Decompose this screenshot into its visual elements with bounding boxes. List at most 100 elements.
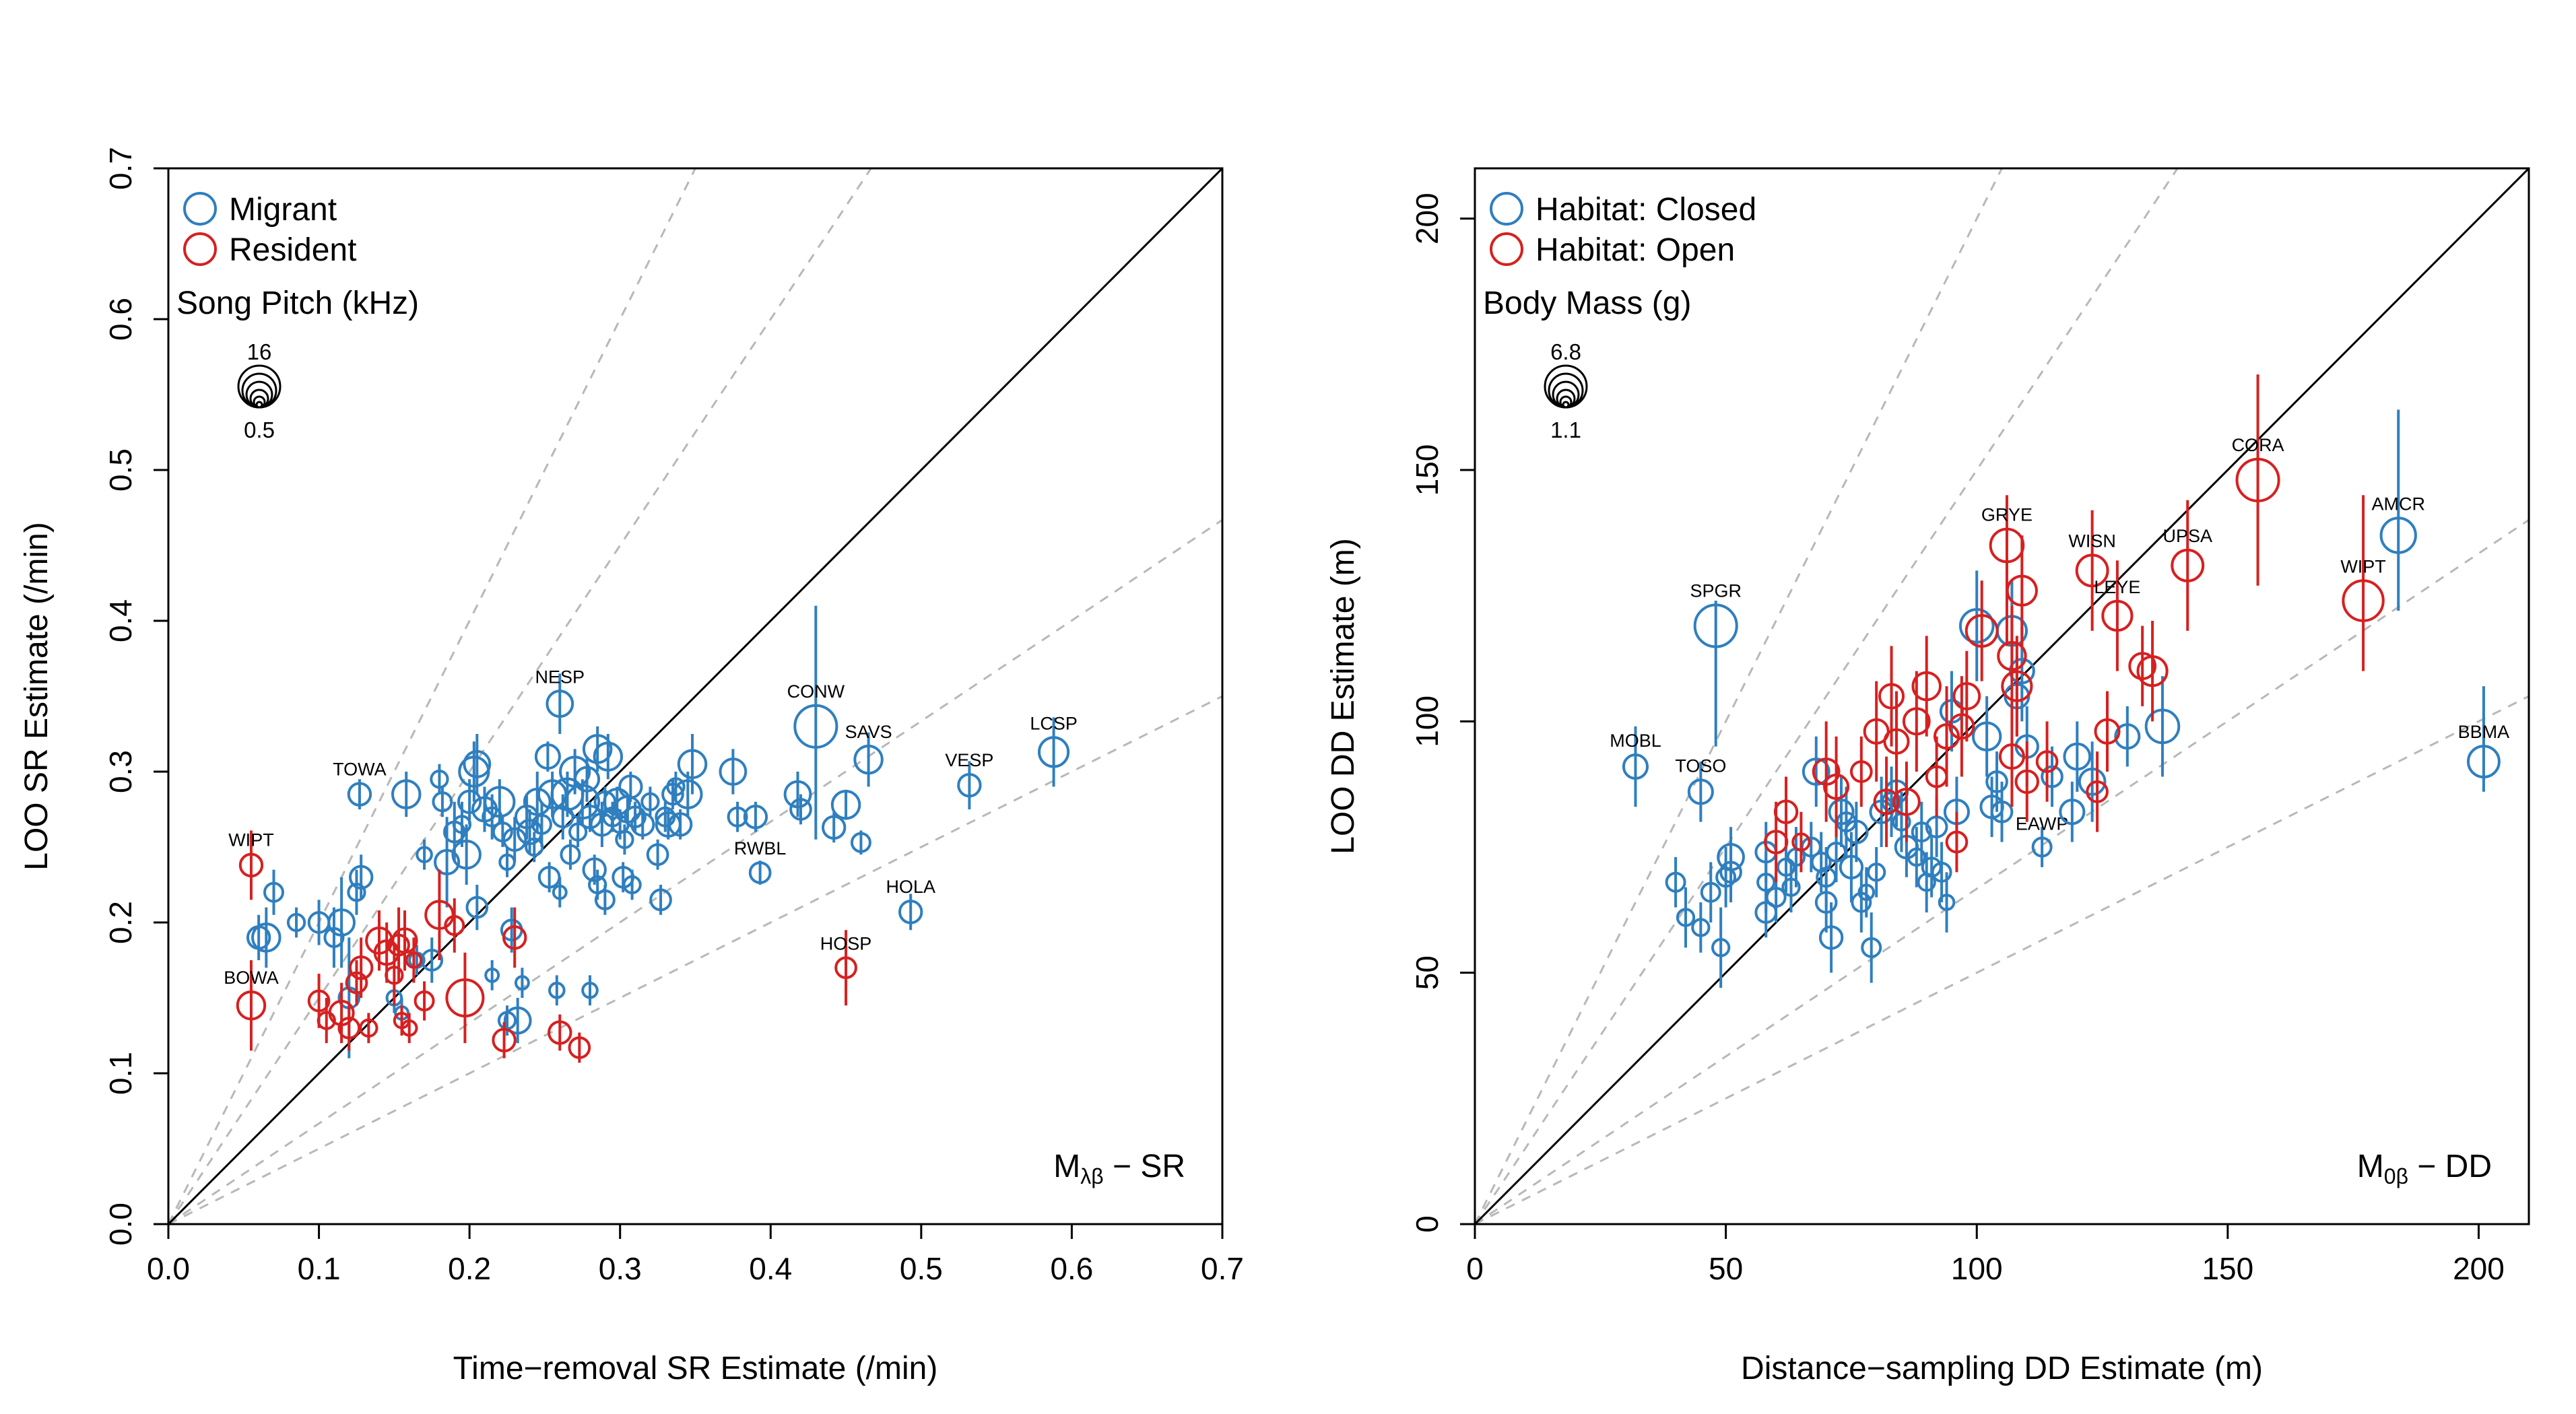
sr-point-migrant xyxy=(503,1006,532,1035)
dd-point-resident xyxy=(2006,574,2038,607)
dd-point-resident xyxy=(2001,670,2033,702)
dd-point-migrant xyxy=(2144,708,2181,745)
dd-legend-closed-label: Habitat: Closed xyxy=(1535,192,1756,228)
dd-point-migrant xyxy=(1622,753,1649,780)
sr-point-resident xyxy=(385,966,404,985)
dd-point-migrant xyxy=(1700,881,1721,903)
dd-point-migrant xyxy=(2063,742,2092,771)
sr-point-migrant xyxy=(432,791,453,813)
dd-plot-frame xyxy=(1474,167,2530,1225)
dd-point-migrant xyxy=(1844,819,1869,844)
sr-point-migrant xyxy=(416,846,433,863)
dd-point-migrant xyxy=(1931,861,1952,883)
dd-point-migrant xyxy=(1990,800,2014,823)
sr-point-migrant xyxy=(537,779,568,809)
dd-point-resident xyxy=(1952,682,1981,710)
dd-point-migrant xyxy=(1693,603,1738,648)
dd-point-migrant xyxy=(1851,891,1872,913)
sr-point-resident xyxy=(359,1018,378,1038)
sr-guide-line-0 xyxy=(168,695,1222,1224)
sr-point-migrant xyxy=(534,743,561,770)
dd-x-axis: 0 50 100 150 200 xyxy=(1466,1224,2505,1286)
dd-point-migrant xyxy=(1802,758,1830,786)
sr-point-migrant xyxy=(957,772,982,798)
sr-guide-line-1 xyxy=(168,518,1222,1224)
sr-y-tick-label: 0.4 xyxy=(103,599,138,642)
dd-x-tick-label: 200 xyxy=(2453,1251,2505,1286)
dd-point-migrant xyxy=(1687,778,1714,805)
dd-point-label: UPSA xyxy=(2162,526,2212,546)
dd-point-migrant xyxy=(1719,861,1742,884)
sr-point-migrant xyxy=(853,744,884,775)
dd-point-migrant xyxy=(1861,937,1882,958)
sr-plot-frame xyxy=(167,167,1224,1225)
dd-point-label: TOSO xyxy=(1675,755,1726,776)
sr-point-resident xyxy=(238,852,264,878)
sr-size-legend-circle-2 xyxy=(245,380,273,409)
dd-point-label: GRYE xyxy=(1981,505,2033,525)
sr-point-migrant xyxy=(594,889,616,910)
sr-point-resident xyxy=(317,1011,336,1030)
sr-point-migrant xyxy=(552,884,568,900)
dd-point-label: WIPT xyxy=(2340,556,2386,576)
dd-point-migrant xyxy=(1691,918,1711,937)
dd-x-tick-label: 150 xyxy=(2202,1251,2253,1286)
sr-point-migrant xyxy=(898,900,923,924)
sr-point-resident xyxy=(445,978,485,1017)
dd-point-resident xyxy=(1883,728,1910,755)
sr-guide-line-3 xyxy=(168,168,697,1224)
sr-point-resident xyxy=(414,990,435,1011)
dd-point-migrant xyxy=(1839,854,1864,880)
sr-legend-migrant-label: Migrant xyxy=(229,192,337,228)
sr-point-migrant xyxy=(793,704,838,749)
sr-point-label: NESP xyxy=(535,667,585,687)
sr-x-tick-label: 0.6 xyxy=(1050,1251,1093,1286)
sr-point-migrant xyxy=(622,875,642,895)
sr-point-migrant xyxy=(347,782,372,807)
sr-point-migrant xyxy=(618,774,643,799)
dd-size-legend-circle-3 xyxy=(1556,389,1576,409)
sr-size-legend-circles xyxy=(237,364,282,409)
dd-point-resident xyxy=(1892,787,1921,816)
sr-point-migrant xyxy=(624,805,647,829)
dd-point-migrant xyxy=(1676,908,1696,927)
dd-point-migrant xyxy=(2114,723,2141,750)
dd-point-resident xyxy=(1902,707,1931,736)
sr-point-migrant xyxy=(263,881,284,903)
dd-point-label: CORA xyxy=(2232,435,2284,455)
sr-x-tick-label: 0.1 xyxy=(298,1251,341,1286)
sr-point-migrant xyxy=(673,779,703,809)
sr-point-migrant xyxy=(789,798,812,821)
sr-point-migrant xyxy=(719,758,748,786)
sr-model-suffix: − SR xyxy=(1104,1149,1185,1184)
sr-point-resident xyxy=(391,927,418,954)
dd-point-label: EAWP xyxy=(2016,814,2069,834)
sr-point-migrant xyxy=(582,857,607,882)
dd-point-resident xyxy=(1997,641,2027,671)
sr-point-migrant xyxy=(821,815,847,840)
dd-model-suffix: − DD xyxy=(2408,1149,2492,1184)
sr-point-resident xyxy=(502,925,527,950)
sr-x-tick-label: 0.3 xyxy=(599,1251,642,1286)
sr-point-migrant xyxy=(649,888,672,912)
sr-x-tick-label: 0.4 xyxy=(749,1251,792,1286)
sr-y-tick-label: 0.6 xyxy=(103,298,138,341)
dd-y-tick-label: 200 xyxy=(1410,193,1445,244)
dd-point-resident xyxy=(1823,773,1850,800)
sr-point-label: CONW xyxy=(787,681,845,702)
sr-point-migrant xyxy=(568,822,588,842)
dd-point-resident xyxy=(2342,579,2385,622)
sr-y-tick-label: 0.2 xyxy=(103,901,138,944)
dd-point-label: MOBL xyxy=(1610,731,1661,751)
sr-point-migrant xyxy=(323,927,345,948)
sr-x-tick-label: 0.5 xyxy=(900,1251,943,1286)
dd-point-resident xyxy=(2101,599,2134,632)
sr-point-migrant xyxy=(582,734,613,764)
dd-model-main: M xyxy=(2357,1149,2384,1184)
sr-y-axis: 0.0 0.1 0.2 0.3 0.4 0.5 0.6 0.7 xyxy=(103,147,168,1246)
sr-point-label: LCSP xyxy=(1030,713,1078,733)
dd-point-resident xyxy=(1948,713,1975,740)
dd-point-migrant xyxy=(2041,765,2063,788)
sr-point-label: HOSP xyxy=(820,933,872,953)
